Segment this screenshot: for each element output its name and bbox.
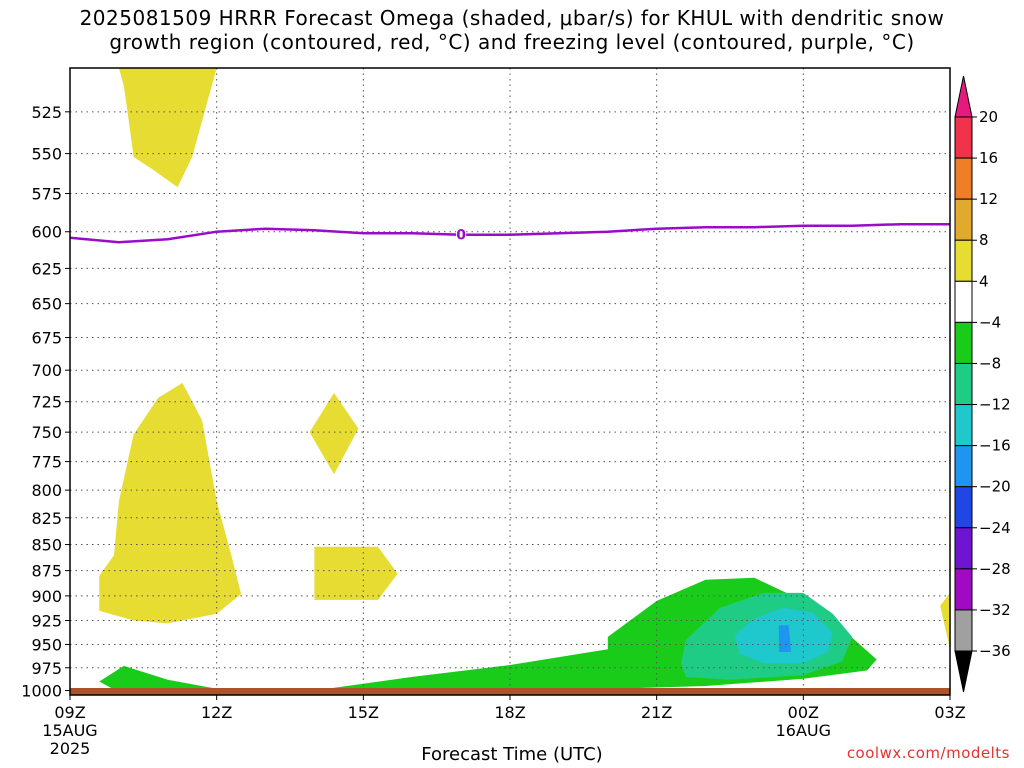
colorbar-label: 12 <box>979 190 998 208</box>
freezing-level-label: 0 <box>456 228 466 244</box>
y-axis: 525 550 575 600 625 650 675 700 725 750 775 800 825 8… <box>21 103 70 701</box>
y-tick-label: 750 <box>31 423 62 442</box>
freezing-level-layer: 0 <box>69 222 950 244</box>
x-tick-label: 12Z <box>201 703 232 722</box>
y-tick-label: 800 <box>31 481 62 500</box>
colorbar-label: 16 <box>979 149 998 167</box>
colorbar-box <box>954 157 973 200</box>
colorbar-box <box>954 568 973 611</box>
y-tick-label: 600 <box>31 223 62 242</box>
colorbar-label: −8 <box>979 354 1001 372</box>
colorbar: 20 16 12 8 4 −4 −8 −12 −16 −20 −24 −28 −32 −36 <box>954 75 1011 693</box>
y-tick-label: 775 <box>31 453 62 472</box>
y-tick-label: 900 <box>31 587 62 606</box>
colorbar-label: −12 <box>979 396 1011 414</box>
colorbar-box <box>954 404 973 447</box>
colorbar-box <box>954 486 973 529</box>
x-tick-year: 2025 <box>50 739 91 758</box>
colorbar-label: 8 <box>979 231 989 249</box>
x-tick-label: 15Z <box>348 703 379 722</box>
x-tick-label: 18Z <box>494 703 525 722</box>
x-tick-date: 15AUG <box>42 721 97 740</box>
chart-title-line1: 2025081509 HRRR Forecast Omega (shaded, … <box>79 6 945 30</box>
y-tick-label: 925 <box>31 612 62 631</box>
y-tick-label: 725 <box>31 393 62 412</box>
colorbar-label: −28 <box>979 560 1011 578</box>
colorbar-box <box>954 198 973 241</box>
colorbar-box <box>954 362 973 406</box>
y-tick-label: 950 <box>31 635 62 654</box>
y-tick-label: 675 <box>31 329 62 348</box>
colorbar-box <box>954 609 973 652</box>
y-tick-label: 625 <box>31 259 62 278</box>
chart-title: 2025081509 HRRR Forecast Omega (shaded, … <box>0 6 1024 54</box>
y-tick-label: 825 <box>31 509 62 528</box>
source-credit: coolwx.com/modelts <box>846 744 1010 762</box>
x-tick-label: 03Z <box>934 703 965 722</box>
x-tick-date: 16AUG <box>776 721 831 740</box>
freezing-label-bg <box>456 226 467 243</box>
colorbar-label: −16 <box>979 437 1011 455</box>
x-tick-label: 21Z <box>641 703 672 722</box>
y-tick-label: 550 <box>31 145 62 164</box>
freezing-level-line <box>69 222 950 244</box>
colorbar-bottom-arrow <box>954 650 973 693</box>
chart-title-line2: growth region (contoured, red, °C) and f… <box>109 30 915 54</box>
y-tick-label: 875 <box>31 562 62 581</box>
colorbar-top-arrow <box>954 75 973 118</box>
ground-layer <box>70 688 950 695</box>
colorbar-label: −36 <box>979 642 1011 660</box>
colorbar-label: 20 <box>979 108 998 126</box>
colorbar-label: 4 <box>979 272 989 290</box>
omega-region-up-4-8-d <box>314 546 398 600</box>
omega-region-down-16-20 <box>778 625 792 652</box>
y-tick-label: 1000 <box>21 682 62 701</box>
y-tick-label: 975 <box>31 659 62 678</box>
omega-region-up-4-8-b <box>99 382 242 624</box>
x-tick-label: 09Z <box>54 703 85 722</box>
colorbar-box <box>954 239 973 282</box>
omega-shading-layer <box>99 68 950 694</box>
colorbar-label: −4 <box>979 313 1001 331</box>
colorbar-label: −20 <box>979 478 1011 496</box>
omega-region-up-4-8-c <box>309 393 359 475</box>
colorbar-box <box>954 445 973 488</box>
x-axis-label: Forecast Time (UTC) <box>421 744 603 765</box>
y-tick-label: 575 <box>31 185 62 204</box>
colorbar-box <box>954 116 973 159</box>
omega-region-up-4-8-a <box>118 68 217 188</box>
y-tick-label: 700 <box>31 361 62 380</box>
colorbar-label: −24 <box>979 519 1011 537</box>
y-tick-label: 650 <box>31 295 62 314</box>
omega-region-up-4-8-e <box>940 592 950 650</box>
colorbar-box <box>954 321 973 364</box>
ground-strip <box>70 688 950 695</box>
colorbar-box <box>954 527 973 570</box>
y-tick-label: 850 <box>31 536 62 555</box>
colorbar-box <box>954 280 973 323</box>
x-tick-label: 00Z <box>788 703 819 722</box>
y-tick-label: 525 <box>31 103 62 122</box>
colorbar-label: −32 <box>979 601 1011 619</box>
